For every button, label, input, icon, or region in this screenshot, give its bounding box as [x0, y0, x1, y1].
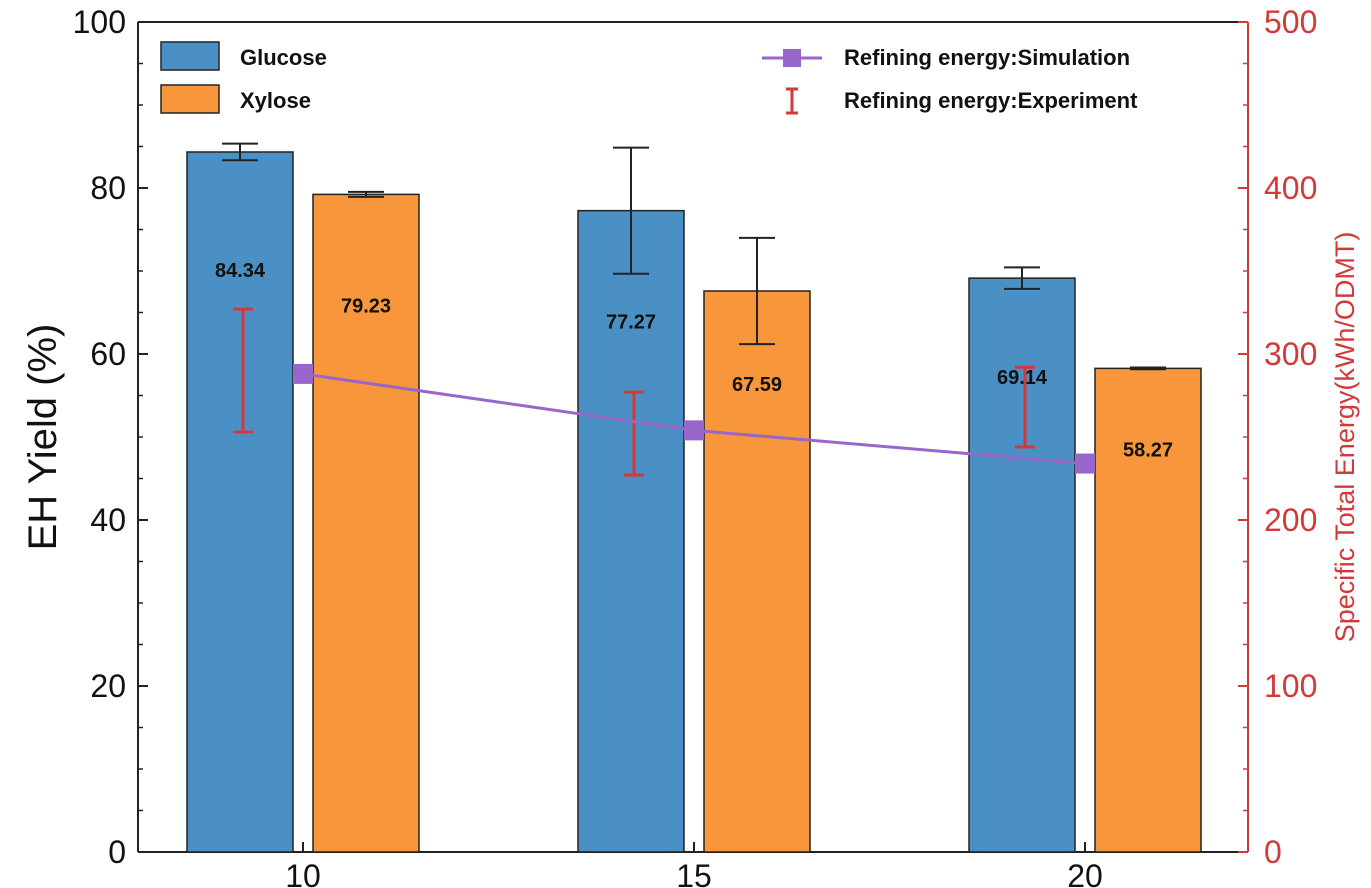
right-tick-label: 400 — [1264, 170, 1317, 206]
simulation-marker — [293, 364, 313, 384]
left-tick-label: 60 — [90, 336, 126, 372]
legend-item-experiment: Refining energy:Experiment — [786, 88, 1138, 113]
left-axis-ticks: 0 20 40 60 80 100 — [73, 4, 148, 870]
left-tick-label: 80 — [90, 170, 126, 206]
right-tick-label: 100 — [1264, 668, 1317, 704]
data-label-glucose: 69.14 — [997, 367, 1048, 389]
data-label-xylose: 79.23 — [341, 295, 391, 317]
right-axis-ticks: 0 100 200 300 400 500 — [1238, 4, 1317, 870]
bar-glucose — [969, 278, 1075, 852]
left-tick-label: 40 — [90, 502, 126, 538]
bars — [187, 152, 1201, 852]
legend-marker-simulation — [783, 49, 801, 67]
x-tick-label: 15 — [676, 858, 712, 888]
legend-mark-experiment — [786, 89, 798, 113]
legend-label-simulation: Refining energy:Simulation — [844, 45, 1130, 70]
data-label-glucose: 77.27 — [606, 312, 656, 334]
right-tick-label: 0 — [1264, 834, 1282, 870]
legend-item-glucose: Glucose — [161, 42, 327, 70]
simulation-marker — [684, 420, 704, 440]
data-label-xylose: 67.59 — [732, 374, 782, 396]
y-axis-label-right: Specific Total Energy(kWh/ODMT) — [1330, 232, 1360, 643]
legend-label-glucose: Glucose — [240, 45, 327, 70]
right-tick-label: 300 — [1264, 336, 1317, 372]
simulation-polyline — [303, 374, 1085, 464]
legend: Glucose Xylose Refining energy:Simulatio… — [161, 42, 1138, 113]
bar-glucose — [578, 211, 684, 852]
left-tick-label: 20 — [90, 668, 126, 704]
right-tick-label: 200 — [1264, 502, 1317, 538]
data-label-xylose: 58.27 — [1123, 439, 1173, 461]
left-tick-label: 0 — [108, 834, 126, 870]
legend-item-simulation: Refining energy:Simulation — [762, 45, 1130, 70]
x-tick-label: 10 — [285, 858, 321, 888]
simulation-marker — [1075, 454, 1095, 474]
right-tick-label: 500 — [1264, 4, 1317, 40]
bar-glucose — [187, 152, 293, 852]
legend-swatch-xylose — [161, 85, 219, 113]
x-tick-label: 20 — [1067, 858, 1103, 888]
legend-item-xylose: Xylose — [161, 85, 311, 113]
legend-swatch-glucose — [161, 42, 219, 70]
bar-xylose — [313, 194, 419, 852]
data-label-glucose: 84.34 — [215, 260, 266, 282]
legend-label-experiment: Refining energy:Experiment — [844, 88, 1138, 113]
legend-label-xylose: Xylose — [240, 88, 311, 113]
y-axis-label-left: EH Yield (%) — [21, 324, 65, 551]
left-tick-label: 100 — [73, 4, 126, 40]
